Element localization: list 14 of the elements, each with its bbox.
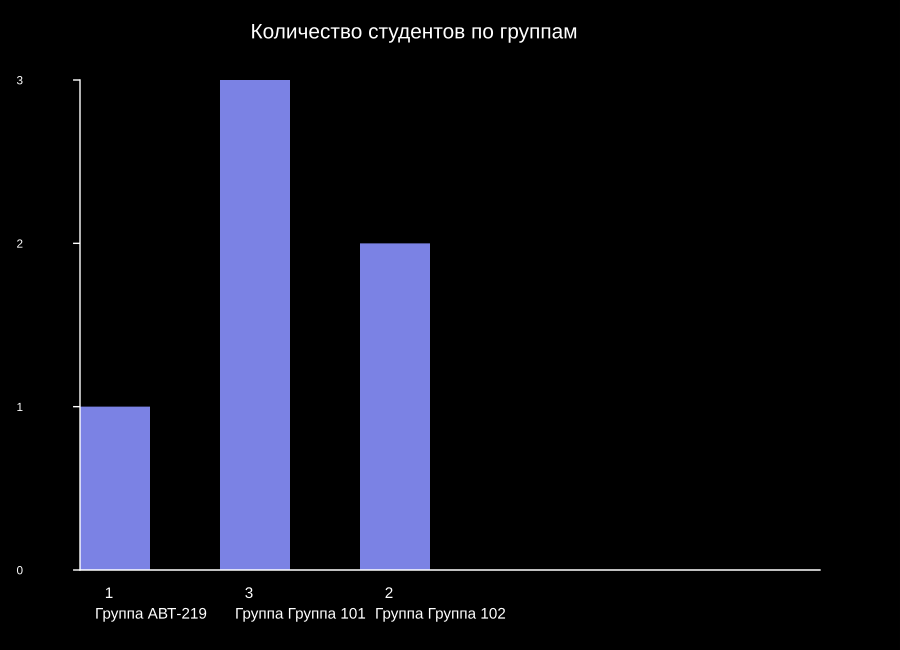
data-label: 2 xyxy=(386,587,392,598)
bar xyxy=(80,406,150,570)
x-tick-label: Группа АВТ-219 xyxy=(96,608,206,622)
y-tick-label: 2 xyxy=(17,239,22,248)
y-tick-label: 3 xyxy=(16,76,23,84)
x-tick-label: Группа Группа 101 xyxy=(236,608,366,622)
y-tick-label: 0 xyxy=(16,566,23,574)
y-tick-label: 1 xyxy=(17,402,22,411)
bar xyxy=(220,80,290,570)
bar xyxy=(360,243,430,570)
data-label: 3 xyxy=(245,587,253,598)
data-label: 1 xyxy=(106,587,113,598)
x-tick-label: Группа Группа 102 xyxy=(376,608,506,622)
chart-title: Количество студентов по группам xyxy=(252,24,576,43)
